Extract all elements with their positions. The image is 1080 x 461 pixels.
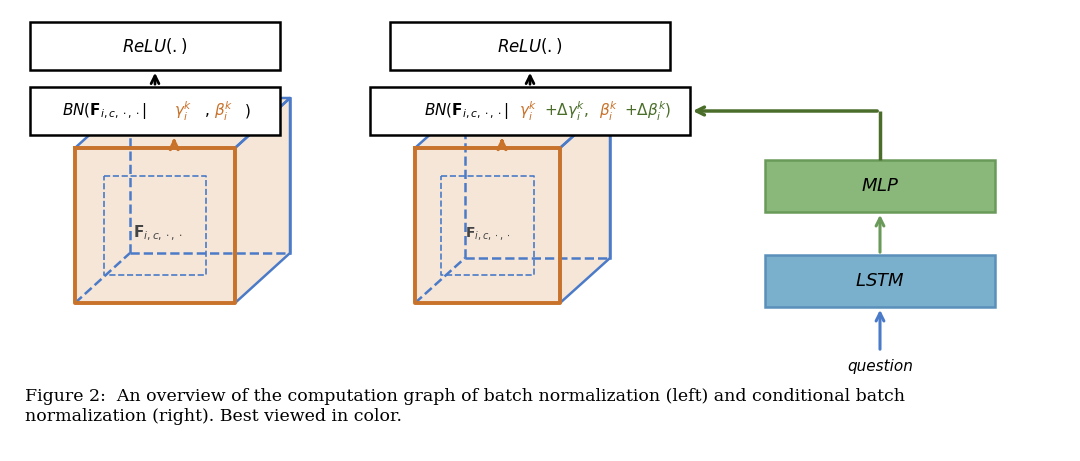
Bar <box>390 22 670 70</box>
Text: $)$: $)$ <box>243 102 251 120</box>
Text: $+\Delta\beta_i^k)$: $+\Delta\beta_i^k)$ <box>624 100 672 123</box>
Bar <box>370 87 690 135</box>
Text: $MLP$: $MLP$ <box>861 177 900 195</box>
Polygon shape <box>75 98 291 148</box>
Text: $ReLU(.)$: $ReLU(.)$ <box>498 36 563 56</box>
Bar <box>30 87 280 135</box>
Polygon shape <box>75 148 235 303</box>
Polygon shape <box>235 98 291 303</box>
Text: $,$: $,$ <box>203 104 208 118</box>
Text: $\mathbf{F}_{i,c,\cdot,\cdot}$: $\mathbf{F}_{i,c,\cdot,\cdot}$ <box>133 224 183 243</box>
Text: $BN(\mathbf{F}_{i,c,\cdot,\cdot}|$: $BN(\mathbf{F}_{i,c,\cdot,\cdot}|$ <box>424 101 509 121</box>
Polygon shape <box>415 148 561 303</box>
Text: $ReLU(.)$: $ReLU(.)$ <box>122 36 188 56</box>
Polygon shape <box>415 103 610 148</box>
Bar <box>30 22 280 70</box>
Text: $\gamma_i^k$: $\gamma_i^k$ <box>519 100 537 123</box>
Text: question: question <box>847 359 913 374</box>
Text: $\gamma_i^k$: $\gamma_i^k$ <box>174 100 192 123</box>
Polygon shape <box>561 103 610 303</box>
Text: Figure 2:  An overview of the computation graph of batch normalization (left) an: Figure 2: An overview of the computation… <box>25 388 905 425</box>
Text: $LSTM$: $LSTM$ <box>855 272 905 290</box>
Bar <box>765 160 995 212</box>
Bar <box>765 255 995 307</box>
Text: $BN(\mathbf{F}_{i,c,\cdot,\cdot}|$: $BN(\mathbf{F}_{i,c,\cdot,\cdot}|$ <box>62 101 146 121</box>
Text: $\beta_i^k$: $\beta_i^k$ <box>599 100 619 123</box>
Text: $\beta_i^k$: $\beta_i^k$ <box>214 100 233 123</box>
Text: $\mathbf{F}_{i,c,\cdot,\cdot}$: $\mathbf{F}_{i,c,\cdot,\cdot}$ <box>464 225 510 242</box>
Text: $+\Delta\gamma_i^k,$: $+\Delta\gamma_i^k,$ <box>544 100 589 123</box>
